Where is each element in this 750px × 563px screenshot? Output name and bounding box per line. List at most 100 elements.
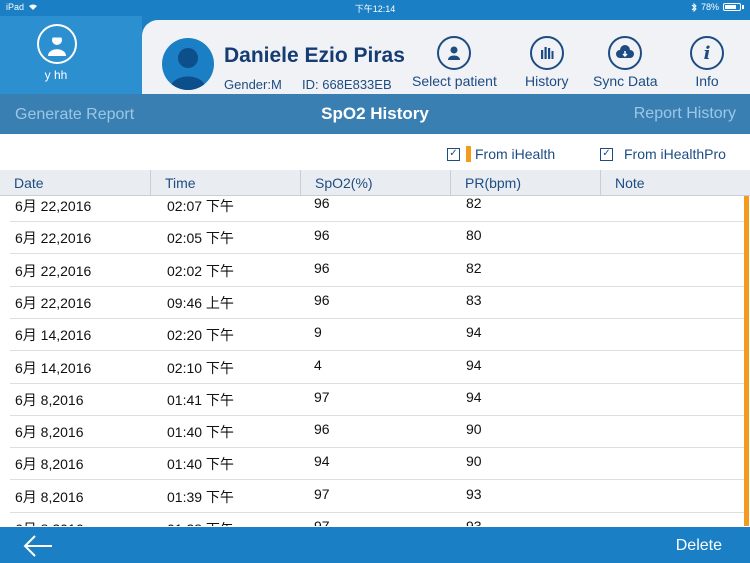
row-time: 01:39 下午: [167, 488, 234, 505]
table-header: Date Time SpO2(%) PR(bpm) Note: [0, 170, 750, 196]
row-date: 6月 22,2016: [15, 262, 92, 279]
battery-icon: [723, 3, 741, 11]
status-bar: iPad 下午12:14 78%: [0, 0, 750, 16]
row-spo2: 97: [314, 388, 330, 405]
row-pr: 93: [466, 485, 482, 502]
ihealth-source-indicator: [744, 196, 749, 526]
cloud-download-icon: [608, 36, 643, 70]
report-history-button[interactable]: Report History: [633, 105, 736, 122]
filter-ihealthpro-checkbox[interactable]: ✓ From iHealthPro: [600, 146, 726, 162]
history-label: History: [525, 73, 569, 89]
sync-data-label: Sync Data: [593, 73, 658, 89]
row-time: 01:41 下午: [167, 391, 234, 408]
back-arrow-icon[interactable]: [22, 533, 54, 559]
row-time: 02:02 下午: [167, 262, 234, 279]
row-time: 02:07 下午: [167, 198, 234, 214]
clock: 下午12:14: [354, 4, 396, 14]
row-time: 02:20 下午: [167, 327, 234, 344]
row-pr: 90: [466, 453, 482, 470]
table-row[interactable]: 6月 8,2016 01:41 下午 97 94: [10, 384, 746, 416]
info-label: Info: [695, 73, 719, 89]
row-date: 6月 8,2016: [15, 424, 84, 441]
bar-chart-icon: [529, 36, 564, 70]
table-row[interactable]: 6月 8,2016 01:38 下午 97 93: [10, 513, 746, 526]
select-patient-button[interactable]: Select patient: [412, 36, 497, 89]
wifi-icon: [29, 4, 38, 10]
row-pr: 94: [466, 356, 482, 373]
row-spo2: 4: [314, 356, 322, 373]
row-spo2: 96: [314, 421, 330, 438]
row-spo2: 96: [314, 196, 330, 211]
filter-ihealth-label: From iHealth: [475, 146, 556, 162]
history-button[interactable]: History: [525, 36, 569, 89]
filter-ihealthpro-label: From iHealthPro: [624, 146, 726, 162]
row-date: 6月 14,2016: [15, 327, 92, 344]
row-pr: 82: [466, 196, 482, 211]
checkmark-icon: ✓: [447, 147, 460, 161]
column-spo2[interactable]: SpO2(%): [301, 170, 451, 196]
row-time: 02:05 下午: [167, 230, 234, 247]
row-time: 01:40 下午: [167, 456, 234, 473]
row-pr: 83: [466, 291, 482, 308]
row-pr: 82: [466, 259, 482, 276]
row-time: 01:40 下午: [167, 424, 234, 441]
person-icon: [437, 36, 472, 70]
row-date: 6月 8,2016: [15, 518, 84, 526]
sync-data-button[interactable]: Sync Data: [593, 36, 658, 89]
row-spo2: 94: [314, 453, 330, 470]
delete-button[interactable]: Delete: [675, 537, 722, 554]
history-table[interactable]: 6月 22,2016 02:07 下午 96 82 6月 22,2016 02:05 下午…: [0, 196, 750, 526]
row-time: 02:10 下午: [167, 359, 234, 376]
row-pr: 90: [466, 421, 482, 438]
page-title: SpO2 History: [321, 104, 429, 123]
row-spo2: 97: [314, 485, 330, 502]
select-patient-label: Select patient: [412, 73, 497, 89]
info-icon: i: [690, 36, 724, 70]
row-pr: 94: [466, 324, 482, 341]
table-row[interactable]: 6月 22,2016 09:46 上午 96 83: [10, 287, 746, 319]
row-date: 6月 14,2016: [15, 359, 92, 376]
row-pr: 94: [466, 388, 482, 405]
table-row[interactable]: 6月 14,2016 02:20 下午 9 94: [10, 319, 746, 352]
row-date: 6月 8,2016: [15, 488, 84, 505]
row-time: 01:38 下午: [167, 518, 234, 526]
header: y hh Daniele Ezio Piras Gender:M ID: 668…: [0, 16, 750, 94]
battery-percent: 78%: [700, 2, 719, 12]
footer-bar: Delete: [0, 527, 750, 563]
row-pr: 80: [466, 227, 482, 244]
patient-gender: Gender:M: [224, 77, 282, 92]
table-row[interactable]: 6月 22,2016 02:02 下午 96 82: [10, 255, 746, 287]
column-time[interactable]: Time: [151, 170, 301, 196]
doctor-icon: [37, 24, 77, 64]
row-date: 6月 22,2016: [15, 294, 92, 311]
row-spo2: 96: [314, 259, 330, 276]
patient-card: Daniele Ezio Piras Gender:M ID: 668E833E…: [142, 20, 750, 94]
user-name: y hh: [44, 68, 68, 82]
patient-id: ID: 668E833EB: [302, 77, 392, 92]
title-bar: Generate Report SpO2 History Report Hist…: [0, 94, 750, 134]
row-spo2: 96: [314, 227, 330, 244]
column-pr[interactable]: PR(bpm): [451, 170, 601, 196]
table-row[interactable]: 6月 14,2016 02:10 下午 4 94: [10, 352, 746, 384]
table-row[interactable]: 6月 8,2016 01:40 下午 94 90: [10, 448, 746, 481]
carrier-label: iPad: [6, 2, 25, 12]
checkmark-icon: ✓: [600, 147, 613, 161]
row-date: 6月 8,2016: [15, 391, 84, 408]
row-date: 6月 8,2016: [15, 456, 84, 473]
generate-report-button[interactable]: Generate Report: [15, 106, 135, 123]
row-pr: 93: [466, 518, 482, 526]
info-button[interactable]: i Info: [690, 36, 724, 89]
user-panel[interactable]: y hh: [0, 16, 142, 94]
table-row[interactable]: 6月 22,2016 02:05 下午 96 80: [10, 222, 746, 255]
table-row[interactable]: 6月 8,2016 01:39 下午 97 93: [10, 481, 746, 513]
row-spo2: 96: [314, 291, 330, 308]
row-time: 09:46 上午: [167, 294, 234, 311]
bluetooth-icon: [691, 2, 697, 12]
row-date: 6月 22,2016: [15, 198, 92, 214]
column-date[interactable]: Date: [0, 170, 151, 196]
column-note[interactable]: Note: [615, 175, 645, 191]
patient-name: Daniele Ezio Piras: [224, 44, 405, 67]
table-row[interactable]: 6月 8,2016 01:40 下午 96 90: [10, 416, 746, 449]
filter-ihealth-checkbox[interactable]: ✓ From iHealth: [447, 146, 555, 162]
table-row[interactable]: 6月 22,2016 02:07 下午 96 82: [10, 196, 746, 222]
